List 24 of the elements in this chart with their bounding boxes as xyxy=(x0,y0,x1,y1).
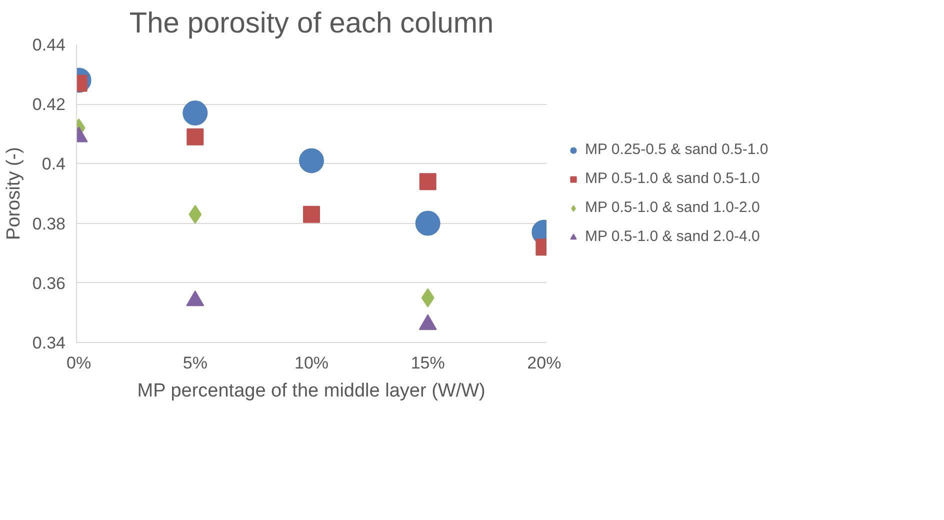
y-tick-label: 0.38 xyxy=(32,214,66,234)
point xyxy=(419,173,436,190)
legend-label: MP 0.25-0.5 & sand 0.5-1.0 xyxy=(585,141,768,158)
point xyxy=(299,148,324,174)
x-tick-label: 5% xyxy=(182,354,208,372)
y-tick-label: 0.4 xyxy=(42,154,66,174)
x-tick-label: 0% xyxy=(66,354,92,372)
legend-label: MP 0.5-1.0 & sand 2.0-4.0 xyxy=(585,228,760,245)
y-tick-label: 0.36 xyxy=(32,274,66,293)
y-tick-label: 0.42 xyxy=(32,95,66,114)
point xyxy=(182,100,208,126)
y-tick-label: 0.44 xyxy=(32,36,66,54)
x-axis-title: MP percentage of the middle layer (W/W) xyxy=(137,380,486,402)
chart-title: The porosity of each column xyxy=(129,8,494,40)
y-axis-title: Porosity (-) xyxy=(3,147,24,240)
x-tick-label: 15% xyxy=(410,354,445,372)
point xyxy=(186,128,204,146)
legend-label: MP 0.5-1.0 & sand 1.0-2.0 xyxy=(585,199,760,216)
legend-label: MP 0.5-1.0 & sand 0.5-1.0 xyxy=(585,170,760,187)
point xyxy=(303,206,320,223)
point xyxy=(415,210,440,236)
x-tick-label: 20% xyxy=(527,354,562,372)
x-tick-label: 10% xyxy=(294,354,329,372)
y-tick-label: 0.34 xyxy=(32,334,66,352)
